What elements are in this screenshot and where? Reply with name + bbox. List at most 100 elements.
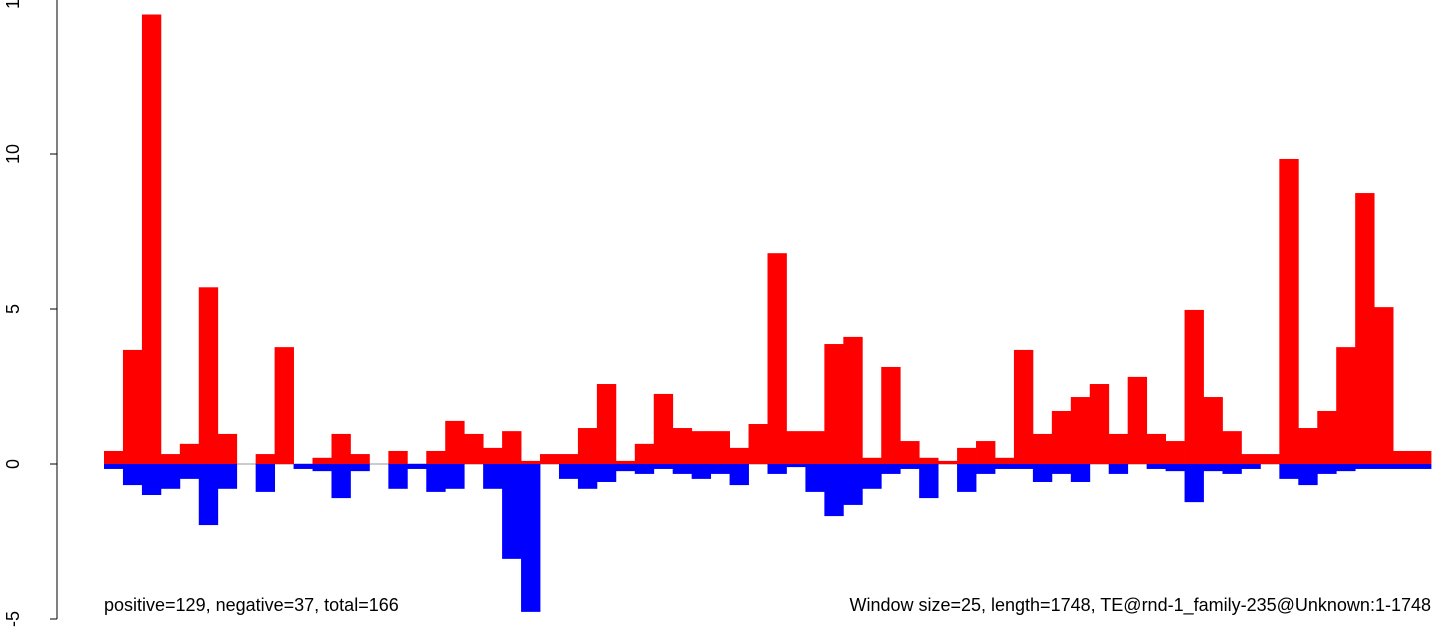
bar — [540, 454, 560, 464]
bar — [255, 454, 276, 464]
bar — [445, 464, 465, 489]
bar — [1355, 193, 1375, 464]
bar — [1013, 464, 1034, 469]
bar — [994, 464, 1015, 469]
bar — [1279, 464, 1299, 479]
bar — [331, 433, 351, 464]
bar — [1222, 431, 1242, 464]
bar — [483, 447, 503, 464]
bar — [104, 450, 124, 464]
bar — [1165, 441, 1185, 464]
bar — [558, 454, 579, 464]
y-tick-label: 15 — [3, 0, 23, 9]
bar — [1355, 464, 1375, 469]
bar — [577, 464, 598, 489]
bar — [350, 454, 370, 464]
bar — [1374, 464, 1394, 469]
bar — [1374, 307, 1394, 464]
bar — [862, 464, 882, 489]
bar — [558, 464, 579, 479]
bar — [1032, 433, 1053, 464]
bar — [596, 384, 617, 464]
bar — [1070, 397, 1091, 464]
bar — [1222, 464, 1242, 474]
bar — [634, 464, 655, 474]
bar — [691, 431, 712, 464]
bar — [938, 460, 958, 464]
bar — [843, 464, 863, 505]
bar — [1089, 384, 1110, 464]
bar — [1146, 464, 1166, 469]
bar — [1260, 454, 1280, 464]
bar — [483, 464, 503, 489]
bar — [824, 464, 844, 517]
bar — [1412, 464, 1432, 469]
bar — [1317, 464, 1337, 474]
bar — [1336, 347, 1356, 464]
bar — [1013, 349, 1034, 464]
bar — [748, 424, 768, 464]
bar — [900, 441, 920, 464]
bar — [502, 431, 522, 464]
bar — [502, 464, 522, 559]
y-tick-label: 10 — [3, 144, 23, 164]
bar — [1051, 410, 1072, 464]
bar — [255, 464, 276, 492]
bar — [786, 431, 806, 464]
bar — [653, 464, 674, 469]
bar — [596, 464, 617, 482]
bar — [805, 431, 825, 464]
bar — [1184, 464, 1204, 503]
bar — [729, 464, 749, 486]
bar — [1127, 376, 1148, 464]
bar — [274, 347, 294, 464]
annotation: positive=129, negative=37, total=166 — [104, 595, 399, 615]
y-tick-label: 5 — [3, 304, 23, 314]
bar — [198, 287, 219, 464]
bar — [1032, 464, 1053, 482]
bar — [919, 457, 939, 464]
bar — [1184, 309, 1204, 464]
bar — [919, 464, 939, 499]
bar — [160, 454, 181, 464]
bar — [672, 464, 693, 474]
bar — [293, 464, 313, 469]
bar — [122, 464, 143, 486]
bar — [843, 336, 863, 464]
bar — [217, 464, 238, 489]
bar — [312, 457, 332, 464]
bar — [672, 428, 693, 464]
bar — [729, 447, 749, 464]
bar — [994, 457, 1015, 464]
y-tick-label: 0 — [3, 459, 23, 469]
bar — [1298, 464, 1318, 486]
bar — [1108, 464, 1129, 474]
bar — [1051, 464, 1072, 474]
bar — [1336, 464, 1356, 472]
bar — [881, 366, 901, 464]
bar — [653, 393, 674, 464]
bar — [445, 420, 465, 464]
bar — [1146, 433, 1166, 464]
bar — [786, 464, 806, 468]
bar — [881, 464, 901, 474]
bar — [900, 464, 920, 469]
bar — [217, 433, 238, 464]
y-tick-label: -5 — [3, 611, 23, 627]
bar — [1412, 450, 1432, 464]
bar — [179, 443, 200, 464]
bar — [615, 464, 636, 472]
bar — [691, 464, 712, 479]
bar — [141, 14, 162, 464]
bar — [957, 464, 977, 492]
bar — [710, 464, 730, 474]
bar — [426, 464, 446, 492]
bar — [824, 344, 844, 464]
bar — [464, 433, 484, 464]
bar — [426, 450, 446, 464]
bar — [350, 464, 370, 472]
bar — [388, 464, 408, 489]
bar — [1317, 410, 1337, 464]
bar — [1070, 464, 1091, 482]
